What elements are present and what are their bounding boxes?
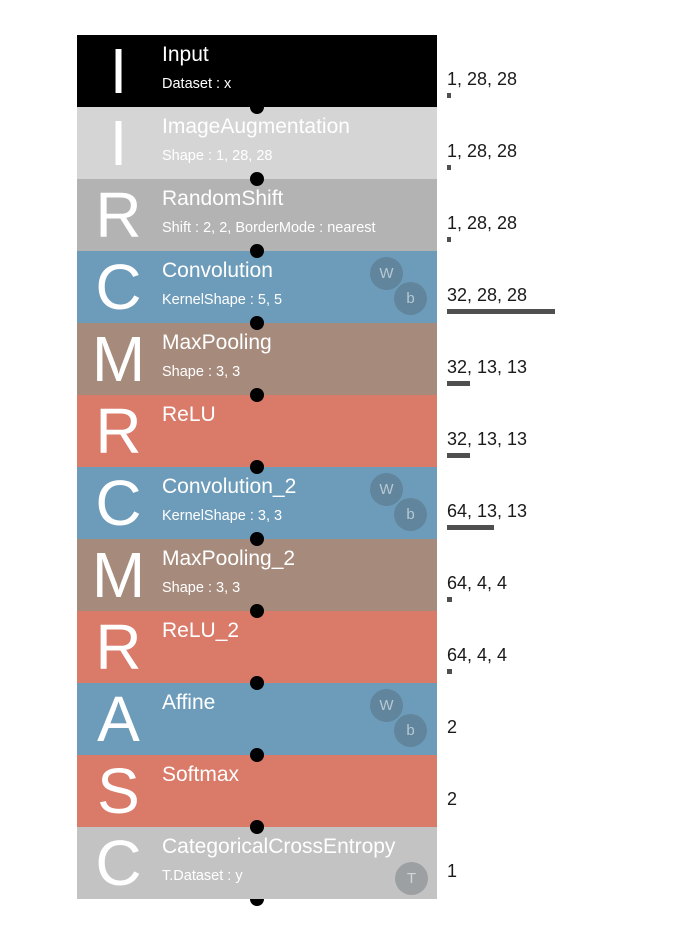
layer-title: Softmax: [162, 763, 240, 786]
output-shape-annotation: 1, 28, 28: [447, 213, 517, 242]
layer-title: ReLU_2: [162, 619, 240, 642]
buffer-size-bar: [447, 309, 555, 314]
connection-dot[interactable]: [250, 820, 264, 834]
layer-node-maxpooling[interactable]: M MaxPooling Shape : 3, 3: [77, 323, 437, 395]
buffer-size-bar: [447, 381, 470, 386]
output-shape-label: 64, 13, 13: [447, 501, 528, 521]
output-shape-label: 32, 13, 13: [447, 429, 528, 449]
connection-dot[interactable]: [250, 532, 264, 546]
layer-properties-text: Shift : 2, 2, BorderMode : nearest: [162, 220, 376, 236]
layer-node-maxpooling_2[interactable]: M MaxPooling_2 Shape : 3, 3: [77, 539, 437, 611]
connection-dot[interactable]: [250, 244, 264, 258]
output-shape-annotation: 32, 13, 13: [447, 429, 527, 458]
layer-initial-letter: M: [91, 539, 145, 611]
layer-initial-letter: I: [109, 35, 128, 107]
layer-properties-text: KernelShape : 3, 3: [162, 508, 283, 524]
buffer-size-bar: [447, 453, 470, 458]
output-shape-label: 2: [447, 789, 458, 809]
output-shape-label: 64, 4, 4: [447, 645, 508, 665]
buffer-size-bar: [447, 597, 452, 602]
parameter-badge-b-icon: b: [394, 282, 427, 315]
output-shape-annotation: 64, 4, 4: [447, 573, 507, 602]
layer-initial-letter: M: [91, 323, 145, 395]
output-shape-annotation: 2: [447, 717, 457, 738]
layer-initial-letter: C: [95, 251, 141, 323]
output-shape-label: 32, 28, 28: [447, 285, 528, 305]
buffer-size-bar: [447, 93, 451, 98]
buffer-size-bar: [447, 525, 494, 530]
connection-dot[interactable]: [250, 172, 264, 186]
output-shape-label: 64, 4, 4: [447, 573, 508, 593]
connection-dot[interactable]: [250, 460, 264, 474]
connection-dot[interactable]: [250, 388, 264, 402]
layer-title: MaxPooling_2: [162, 547, 296, 570]
output-shape-annotation: 1, 28, 28: [447, 69, 517, 98]
layer-node-categoricalcrossentropy[interactable]: C CategoricalCrossEntropy T.Dataset : y T: [77, 827, 437, 899]
parameter-badge-b-icon: b: [394, 498, 427, 531]
output-shape-label: 1, 28, 28: [447, 141, 518, 161]
buffer-size-bar: [447, 165, 451, 170]
connection-dot[interactable]: [250, 748, 264, 762]
layer-node-relu[interactable]: R ReLU: [77, 395, 437, 467]
connection-dot[interactable]: [250, 899, 264, 906]
layer-properties-text: KernelShape : 5, 5: [162, 292, 283, 308]
parameter-badge-b-icon: b: [394, 714, 427, 747]
buffer-size-bar: [447, 669, 452, 674]
layer-initial-letter: C: [95, 827, 141, 899]
connection-dot[interactable]: [250, 316, 264, 330]
output-shape-label: 1, 28, 28: [447, 69, 518, 89]
layer-properties-text: T.Dataset : y: [162, 868, 243, 884]
output-shape-label: 2: [447, 717, 458, 737]
connection-dot[interactable]: [250, 100, 264, 114]
output-shape-annotation: 64, 4, 4: [447, 645, 507, 674]
layer-node-randomshift[interactable]: R RandomShift Shift : 2, 2, BorderMode : n…: [77, 179, 437, 251]
output-shape-annotation: 32, 13, 13: [447, 357, 527, 386]
layer-initial-letter: S: [97, 755, 140, 827]
layer-title: ImageAugmentation: [162, 115, 350, 138]
output-shape-annotation: 1, 28, 28: [447, 141, 517, 170]
layer-properties-text: Shape : 1, 28, 28: [162, 148, 273, 164]
layer-properties-text: Shape : 3, 3: [162, 580, 241, 596]
layer-initial-letter: I: [109, 107, 128, 179]
layer-properties-text: Shape : 3, 3: [162, 364, 241, 380]
output-shape-annotation: 1: [447, 861, 457, 882]
layer-title: CategoricalCrossEntropy: [162, 835, 396, 858]
connection-dot[interactable]: [250, 676, 264, 690]
layer-title: Convolution_2: [162, 475, 297, 498]
layer-node-softmax[interactable]: S Softmax: [77, 755, 437, 827]
parameter-badge-w-icon: W: [370, 689, 403, 722]
output-shape-annotation: 2: [447, 789, 457, 810]
layer-node-input[interactable]: I Input Dataset : x: [77, 35, 437, 107]
output-shape-annotation: 32, 28, 28: [447, 285, 555, 314]
layer-title: Input: [162, 43, 209, 66]
layer-title: MaxPooling: [162, 331, 272, 354]
layer-properties-text: Dataset : x: [162, 76, 232, 92]
parameter-badge-w-icon: W: [370, 257, 403, 290]
output-shape-label: 1, 28, 28: [447, 213, 518, 233]
layer-node-imageaugmentation[interactable]: I ImageAugmentation Shape : 1, 28, 28: [77, 107, 437, 179]
layer-title: Affine: [162, 691, 216, 714]
parameter-badge-w-icon: W: [370, 473, 403, 506]
layer-initial-letter: R: [95, 179, 141, 251]
layer-title: Convolution: [162, 259, 273, 282]
output-shape-label: 32, 13, 13: [447, 357, 528, 377]
layer-node-relu_2[interactable]: R ReLU_2: [77, 611, 437, 683]
layer-title: ReLU: [162, 403, 216, 426]
parameter-badge-t-icon: T: [395, 862, 428, 895]
layer-initial-letter: R: [95, 395, 141, 467]
layer-initial-letter: A: [97, 683, 140, 755]
layer-initial-letter: C: [95, 467, 141, 539]
layer-title: RandomShift: [162, 187, 284, 210]
output-shape-annotation: 64, 13, 13: [447, 501, 527, 530]
buffer-size-bar: [447, 237, 451, 242]
output-shape-label: 1: [447, 861, 458, 881]
layer-initial-letter: R: [95, 611, 141, 683]
connection-dot[interactable]: [250, 604, 264, 618]
